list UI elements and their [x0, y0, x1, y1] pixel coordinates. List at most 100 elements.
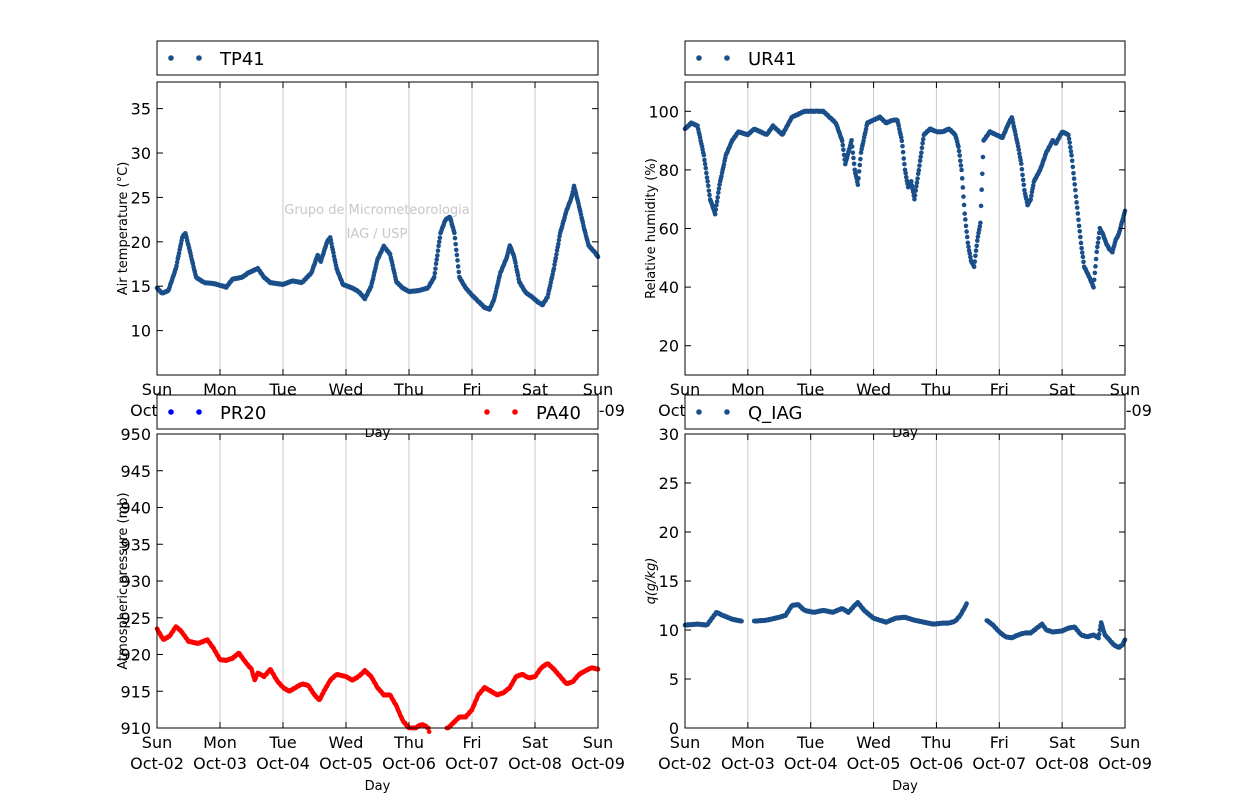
data-point — [435, 253, 440, 258]
legend-q: Q_IAG — [684, 394, 1126, 430]
x-tick-label: Wed — [329, 733, 364, 752]
data-point — [1030, 183, 1036, 188]
data-point — [331, 250, 336, 255]
data-point — [1069, 158, 1075, 164]
y-tick-label: 25 — [659, 474, 679, 493]
data-point — [841, 152, 847, 158]
y-tick-label: 10 — [659, 621, 679, 640]
y-tick-label: 950 — [120, 425, 151, 444]
data-point — [1095, 244, 1100, 250]
x-tick-label: Wed — [856, 380, 891, 399]
data-point — [715, 195, 720, 200]
data-point — [515, 273, 521, 278]
x-tick-label: Oct-04 — [784, 754, 838, 773]
data-point — [920, 137, 926, 142]
data-point — [919, 150, 924, 155]
data-point — [963, 217, 968, 222]
y-tick-label: 915 — [120, 682, 151, 701]
legend-label: UR41 — [748, 49, 797, 70]
data-point — [174, 263, 179, 268]
legend-label: TP41 — [219, 49, 265, 70]
x-tick-label: Oct-04 — [256, 754, 310, 773]
data-point — [706, 188, 712, 193]
data-point — [917, 163, 922, 168]
x-tick-label: Oct-09 — [571, 754, 625, 773]
data-point — [913, 188, 918, 193]
data-point — [1073, 187, 1078, 193]
data-point — [956, 144, 961, 150]
data-point — [1073, 194, 1079, 199]
data-point — [964, 601, 969, 606]
data-point — [176, 250, 182, 256]
legend-box — [156, 40, 599, 76]
data-point — [914, 180, 920, 185]
data-point — [1092, 270, 1098, 276]
data-point — [1016, 147, 1022, 152]
chart-pressure: 910 915 920 925 930 935 940 945 950 Sun Oct-02 Mon O… — [116, 425, 625, 794]
legend-marker — [724, 409, 730, 415]
y-tick-label: 80 — [659, 161, 679, 180]
data-point — [1029, 193, 1034, 199]
x-tick-label: Oct-05 — [847, 754, 901, 773]
legend-label: PR20 — [220, 403, 266, 424]
data-point — [703, 165, 709, 171]
data-point — [849, 137, 854, 143]
legend-label: PA40 — [536, 403, 581, 424]
data-point — [858, 156, 863, 162]
data-point — [958, 163, 964, 168]
y-tick-label: 60 — [659, 220, 679, 239]
data-point — [1068, 149, 1074, 154]
data-point — [1091, 277, 1097, 283]
data-point — [1074, 200, 1079, 205]
x-tick-label: Oct-07 — [445, 754, 499, 773]
data-point — [1068, 144, 1073, 150]
data-point — [857, 162, 863, 168]
data-point — [919, 145, 925, 151]
legend-marker — [484, 409, 490, 415]
x-tick-label: Fri — [990, 380, 1009, 399]
chart-temp: 101520253035SunOct-02MonOct-03TueOct-04W… — [116, 81, 625, 441]
x-axis-label: Day — [365, 779, 391, 794]
data-point — [716, 190, 721, 195]
legend-box — [684, 40, 1126, 76]
data-point — [840, 142, 846, 148]
data-point — [556, 237, 562, 243]
data-point — [435, 248, 441, 254]
data-point — [901, 156, 907, 161]
y-tick-label: 935 — [120, 535, 151, 554]
data-point — [714, 199, 720, 204]
data-point — [851, 155, 856, 161]
y-tick-label: 920 — [120, 646, 151, 665]
data-point — [978, 203, 984, 209]
data-point — [961, 194, 966, 199]
data-point — [456, 269, 462, 275]
data-point — [1022, 187, 1027, 193]
x-tick-label: Sun — [142, 380, 172, 399]
x-tick-label: Thu — [393, 733, 424, 752]
data-point — [908, 179, 914, 184]
x-tick-label: Sat — [522, 733, 548, 752]
x-tick-label: Sun — [670, 380, 700, 399]
x-tick-label: Mon — [731, 380, 765, 399]
data-point — [713, 207, 719, 212]
y-tick-label: 10 — [131, 322, 151, 341]
y-tick-label: 940 — [120, 499, 151, 518]
data-point — [959, 167, 964, 173]
legend-marker — [196, 55, 202, 61]
data-point — [328, 237, 334, 243]
data-point — [917, 158, 923, 164]
legend-marker — [724, 55, 730, 61]
x-tick-label: Tue — [268, 733, 296, 752]
data-point — [1094, 249, 1100, 255]
data-point — [1095, 240, 1101, 246]
data-point — [1072, 182, 1078, 187]
x-tick-label: Tue — [268, 380, 296, 399]
y-tick-label: 100 — [648, 102, 679, 121]
legend-label: Q_IAG — [748, 403, 802, 424]
x-tick-label: Sun — [1110, 380, 1140, 399]
data-point — [974, 238, 980, 243]
data-point — [849, 144, 855, 149]
data-point — [432, 270, 438, 276]
data-point — [909, 183, 915, 188]
axes-frame — [156, 81, 599, 376]
